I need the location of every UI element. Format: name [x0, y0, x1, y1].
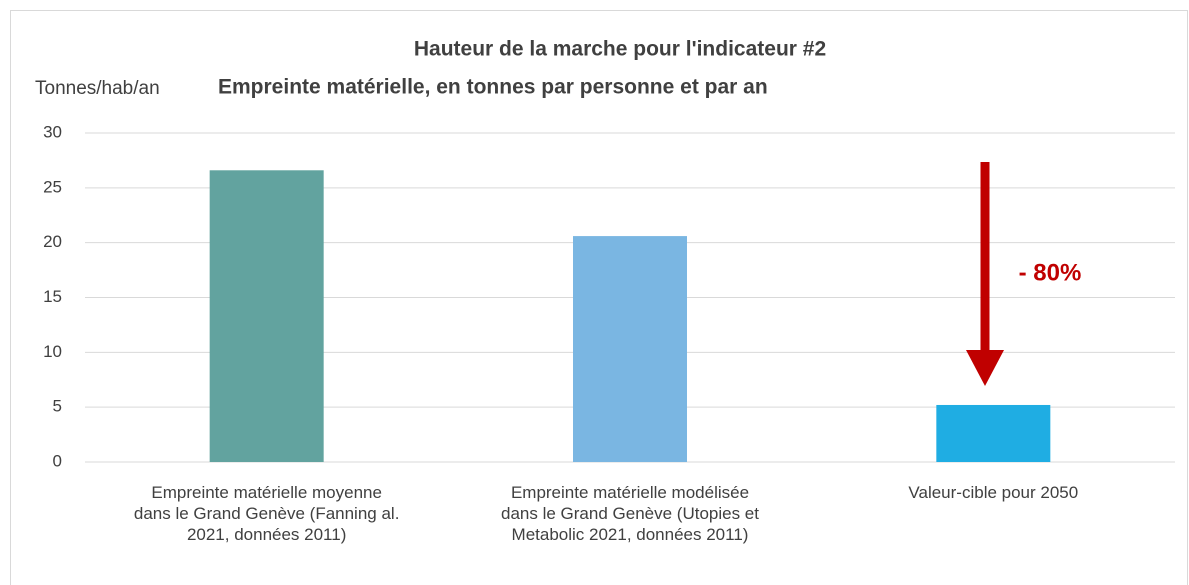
- chart-title: Hauteur de la marche pour l'indicateur #…: [414, 38, 826, 61]
- bar: [209, 170, 324, 462]
- y-tick-label: 30: [43, 122, 62, 141]
- x-tick-label: Valeur-cible pour 2050: [908, 483, 1079, 502]
- x-tick-label: Empreinte matérielle moyenne dans le Gra…: [133, 483, 400, 544]
- x-tick-label: Empreinte matérielle modélisée dans le G…: [501, 483, 759, 544]
- y-tick-label: 5: [53, 397, 62, 416]
- chart-frame: [10, 10, 1188, 585]
- y-axis-label: Tonnes/hab/an: [35, 78, 160, 99]
- y-tick-label: 10: [43, 342, 62, 361]
- y-tick-label: 25: [43, 177, 62, 196]
- bar: [573, 236, 687, 462]
- annotation: - 80%: [1019, 259, 1082, 286]
- y-tick-label: 15: [43, 287, 62, 306]
- bar: [936, 404, 1051, 462]
- y-tick-label: 20: [43, 232, 62, 251]
- arrow-head: [966, 350, 1004, 386]
- chart-subtitle: Empreinte matérielle, en tonnes par pers…: [218, 76, 768, 99]
- y-tick-label: 0: [53, 451, 62, 470]
